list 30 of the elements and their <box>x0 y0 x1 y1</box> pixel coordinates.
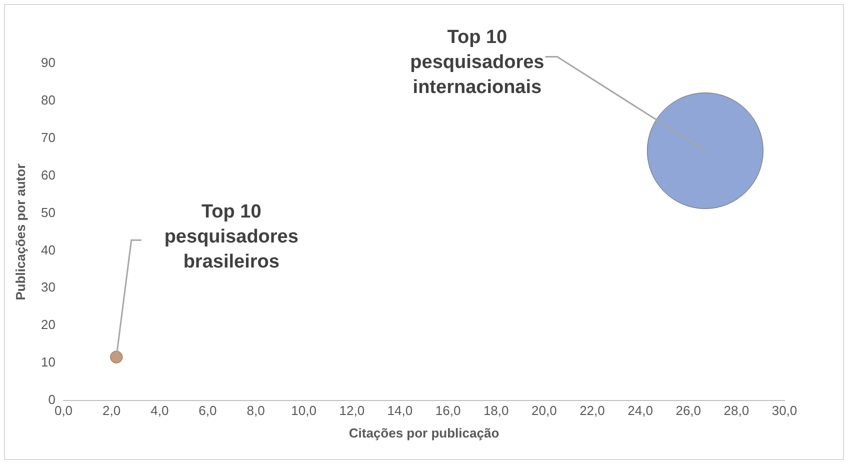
y-tick-label: 50 <box>41 204 56 220</box>
x-tick-label: 24,0 <box>628 402 653 418</box>
x-tick-label: 4,0 <box>150 402 169 418</box>
y-tick-label: 90 <box>41 55 56 70</box>
y-tick-label: 70 <box>41 130 56 145</box>
x-tick-label: 16,0 <box>435 402 461 418</box>
y-axis-title: Publicações por autor <box>12 164 28 300</box>
x-tick-label: 28,0 <box>724 402 750 418</box>
x-tick-label: 2,0 <box>102 402 121 418</box>
x-tick-label: 14,0 <box>387 402 413 418</box>
y-tick-label: 0 <box>48 392 56 408</box>
y-tick-label: 10 <box>41 354 56 370</box>
x-axis-title: Citações por publicação <box>348 425 500 440</box>
x-tick-label: 18,0 <box>483 402 509 418</box>
x-tick-label: 6,0 <box>198 402 217 418</box>
y-tick-label: 60 <box>41 167 56 182</box>
x-tick-label: 26,0 <box>676 402 702 418</box>
y-tick-label: 30 <box>41 280 56 295</box>
y-tick-label: 80 <box>41 92 56 108</box>
y-tick-label: 20 <box>41 317 56 332</box>
x-tick-label: 10,0 <box>291 402 316 418</box>
x-tick-label: 0,0 <box>54 402 73 418</box>
text: Top 10 pesquisadores brasileiros <box>164 201 298 272</box>
x-tick-label: 30,0 <box>772 402 798 418</box>
x-tick-label: 22,0 <box>580 402 605 418</box>
x-tick-label: 8,0 <box>246 402 265 418</box>
text: Top 10 pesquisadores internacionais <box>410 26 544 98</box>
x-tick-label: 20,0 <box>532 402 557 418</box>
y-tick-label: 40 <box>41 242 56 258</box>
x-tick-label: 12,0 <box>339 402 365 418</box>
